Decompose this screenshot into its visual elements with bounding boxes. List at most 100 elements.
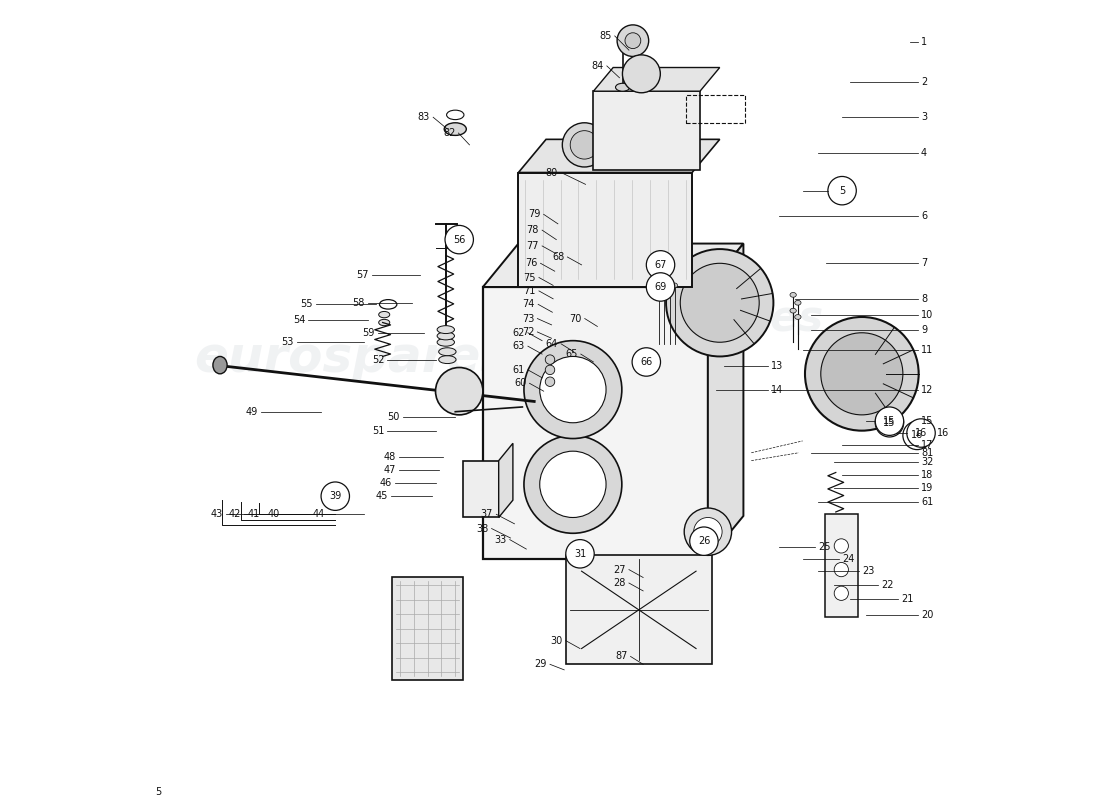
Text: 33: 33 xyxy=(494,534,507,545)
Text: 47: 47 xyxy=(384,465,396,475)
Text: 29: 29 xyxy=(535,659,547,670)
Text: 70: 70 xyxy=(569,314,582,323)
Text: 25: 25 xyxy=(818,542,830,553)
Text: 66: 66 xyxy=(640,357,652,367)
Circle shape xyxy=(680,263,759,342)
Text: 3: 3 xyxy=(921,112,927,122)
Text: 12: 12 xyxy=(921,385,934,394)
Circle shape xyxy=(647,273,674,301)
Text: 43: 43 xyxy=(210,510,222,519)
Text: 45: 45 xyxy=(376,491,388,501)
Text: 20: 20 xyxy=(921,610,934,619)
Text: 23: 23 xyxy=(861,566,875,576)
Circle shape xyxy=(903,421,932,450)
Text: 39: 39 xyxy=(329,491,341,501)
Circle shape xyxy=(684,508,732,555)
Text: 55: 55 xyxy=(300,299,313,310)
Circle shape xyxy=(321,482,350,510)
Text: 81: 81 xyxy=(921,448,933,458)
Text: 37: 37 xyxy=(481,510,493,519)
Text: 14: 14 xyxy=(771,385,783,394)
Text: 59: 59 xyxy=(362,328,375,338)
Circle shape xyxy=(524,341,622,438)
Text: 4: 4 xyxy=(921,148,927,158)
Ellipse shape xyxy=(794,300,801,305)
Text: 26: 26 xyxy=(697,536,711,546)
Text: 73: 73 xyxy=(521,314,535,323)
Text: 53: 53 xyxy=(282,338,294,347)
Text: 64: 64 xyxy=(546,339,558,349)
Text: 28: 28 xyxy=(614,578,626,588)
Text: 79: 79 xyxy=(528,210,540,219)
Circle shape xyxy=(828,177,856,205)
Text: 42: 42 xyxy=(228,510,241,519)
FancyBboxPatch shape xyxy=(593,91,700,170)
Text: 68: 68 xyxy=(552,252,564,262)
Ellipse shape xyxy=(616,83,629,91)
Text: 60: 60 xyxy=(514,378,526,388)
Text: 32: 32 xyxy=(921,458,934,467)
Text: 82: 82 xyxy=(443,128,455,138)
Ellipse shape xyxy=(213,357,227,374)
Circle shape xyxy=(821,333,903,415)
Ellipse shape xyxy=(447,110,464,120)
Text: 31: 31 xyxy=(574,549,586,559)
Ellipse shape xyxy=(662,283,668,288)
Circle shape xyxy=(625,33,641,49)
Text: 51: 51 xyxy=(372,426,384,436)
Text: 54: 54 xyxy=(293,315,306,325)
Polygon shape xyxy=(518,139,719,173)
Text: 11: 11 xyxy=(921,345,933,355)
Text: 65: 65 xyxy=(565,349,578,359)
Circle shape xyxy=(446,226,473,254)
FancyBboxPatch shape xyxy=(518,173,692,287)
Text: 56: 56 xyxy=(453,234,465,245)
Circle shape xyxy=(524,435,622,534)
Text: 16: 16 xyxy=(937,428,949,438)
Text: 2: 2 xyxy=(921,77,927,86)
Ellipse shape xyxy=(790,308,796,313)
Circle shape xyxy=(805,317,918,430)
FancyBboxPatch shape xyxy=(565,555,712,664)
Text: 49: 49 xyxy=(245,406,257,417)
Text: 6: 6 xyxy=(921,211,927,221)
Ellipse shape xyxy=(444,122,466,135)
Ellipse shape xyxy=(378,311,389,318)
Text: 15: 15 xyxy=(921,416,934,426)
Text: eurospares: eurospares xyxy=(195,334,510,382)
Circle shape xyxy=(690,527,718,555)
Text: 63: 63 xyxy=(513,341,525,351)
Text: 27: 27 xyxy=(614,565,626,574)
FancyBboxPatch shape xyxy=(463,461,498,518)
Text: 44: 44 xyxy=(312,510,324,519)
Ellipse shape xyxy=(439,348,456,356)
Polygon shape xyxy=(593,67,719,91)
Circle shape xyxy=(694,518,722,546)
Circle shape xyxy=(565,540,594,568)
Ellipse shape xyxy=(790,293,796,298)
Text: 75: 75 xyxy=(524,273,536,282)
Text: 1: 1 xyxy=(921,38,927,47)
Text: 5: 5 xyxy=(839,186,845,196)
Text: 15: 15 xyxy=(883,418,895,428)
Text: 80: 80 xyxy=(546,167,558,178)
Text: 78: 78 xyxy=(527,225,539,235)
Text: 62: 62 xyxy=(513,328,525,338)
Text: 61: 61 xyxy=(921,497,933,506)
Circle shape xyxy=(540,451,606,518)
Text: 50: 50 xyxy=(387,412,400,422)
Text: 87: 87 xyxy=(615,651,627,662)
Text: eurospares: eurospares xyxy=(561,298,824,339)
Text: 17: 17 xyxy=(921,440,934,450)
Circle shape xyxy=(647,250,674,279)
Ellipse shape xyxy=(437,338,454,346)
Text: 48: 48 xyxy=(384,452,396,462)
Text: 9: 9 xyxy=(921,326,927,335)
Text: 15: 15 xyxy=(883,416,895,426)
Text: 83: 83 xyxy=(418,112,430,122)
Circle shape xyxy=(834,562,848,577)
Text: 84: 84 xyxy=(592,61,604,71)
Circle shape xyxy=(906,419,935,447)
Ellipse shape xyxy=(437,326,454,334)
Circle shape xyxy=(546,377,554,386)
